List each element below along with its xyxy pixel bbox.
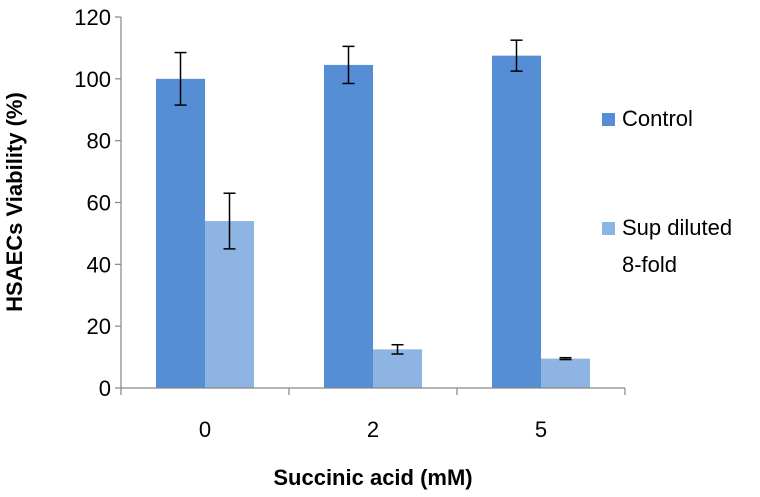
y-tick-labels: 0 20 40 60 80 100 120 <box>74 5 111 401</box>
bar-sup-diluted-5 <box>541 358 590 388</box>
bar-control-0 <box>156 78 205 388</box>
legend-label-1: 8-fold <box>622 252 677 277</box>
legend-swatch-0 <box>602 113 615 126</box>
y-tick-label: 0 <box>99 376 111 401</box>
x-tick-labels: 0 2 5 <box>199 417 547 442</box>
legend-label-1: Sup diluted <box>622 215 732 240</box>
y-tick-label: 80 <box>87 129 111 154</box>
bars-layer <box>156 55 590 388</box>
y-tick-label: 20 <box>87 314 111 339</box>
y-tick-label: 100 <box>74 67 111 92</box>
y-axis-title: HSAECs Viability (%) <box>2 92 27 312</box>
y-tick-label: 120 <box>74 5 111 30</box>
x-axis-title: Succinic acid (mM) <box>273 465 472 490</box>
y-tick-label: 40 <box>87 252 111 277</box>
legend: Control Sup diluted 8-fold <box>602 106 732 277</box>
legend-swatch-1 <box>602 222 615 235</box>
y-tick-label: 60 <box>87 191 111 216</box>
axes-layer <box>115 16 626 395</box>
x-tick-label: 2 <box>367 417 379 442</box>
x-tick-label: 5 <box>535 417 547 442</box>
bar-control-5 <box>492 55 541 388</box>
error-bars-layer <box>174 39 572 361</box>
x-tick-label: 0 <box>199 417 211 442</box>
bar-sup-diluted-2 <box>373 349 422 388</box>
bar-control-2 <box>324 64 373 388</box>
legend-label-0: Control <box>622 106 693 131</box>
